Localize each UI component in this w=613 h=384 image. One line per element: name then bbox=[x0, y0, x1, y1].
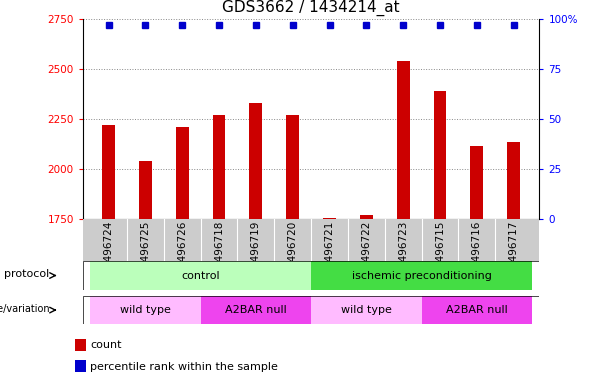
Bar bbox=[139, 161, 152, 219]
Bar bbox=[75, 360, 85, 372]
Bar bbox=[311, 296, 422, 324]
Text: GSM496719: GSM496719 bbox=[251, 221, 261, 285]
Text: A2BAR null: A2BAR null bbox=[446, 305, 508, 315]
Bar bbox=[176, 127, 189, 219]
Text: GSM496726: GSM496726 bbox=[177, 221, 187, 285]
Text: GSM496724: GSM496724 bbox=[104, 221, 113, 285]
Text: wild type: wild type bbox=[120, 305, 171, 315]
Text: GSM496718: GSM496718 bbox=[214, 221, 224, 285]
Bar bbox=[213, 115, 226, 219]
Text: GSM496717: GSM496717 bbox=[509, 221, 519, 285]
Bar bbox=[433, 91, 446, 219]
Text: GSM496722: GSM496722 bbox=[361, 221, 371, 285]
Bar bbox=[507, 142, 520, 219]
Bar bbox=[90, 296, 200, 324]
Bar bbox=[311, 261, 532, 290]
Text: protocol: protocol bbox=[4, 269, 50, 279]
Bar bbox=[249, 103, 262, 219]
Bar bbox=[102, 125, 115, 219]
Text: wild type: wild type bbox=[341, 305, 392, 315]
Text: genotype/variation: genotype/variation bbox=[0, 304, 50, 314]
Bar bbox=[75, 339, 85, 351]
Text: ischemic preconditioning: ischemic preconditioning bbox=[352, 270, 492, 281]
Bar bbox=[90, 261, 311, 290]
Text: GSM496720: GSM496720 bbox=[287, 221, 298, 284]
Text: GSM496723: GSM496723 bbox=[398, 221, 408, 285]
Title: GDS3662 / 1434214_at: GDS3662 / 1434214_at bbox=[223, 0, 400, 17]
Bar bbox=[470, 146, 483, 219]
Text: A2BAR null: A2BAR null bbox=[225, 305, 287, 315]
Bar bbox=[286, 115, 299, 219]
Text: control: control bbox=[181, 270, 220, 281]
Bar bbox=[200, 296, 311, 324]
Bar bbox=[323, 218, 336, 219]
Text: GSM496721: GSM496721 bbox=[324, 221, 335, 285]
Bar bbox=[360, 215, 373, 219]
Bar bbox=[422, 296, 532, 324]
Text: count: count bbox=[90, 341, 122, 351]
Text: GSM496715: GSM496715 bbox=[435, 221, 445, 285]
Text: GSM496716: GSM496716 bbox=[472, 221, 482, 285]
Text: percentile rank within the sample: percentile rank within the sample bbox=[90, 362, 278, 372]
Bar bbox=[397, 61, 409, 219]
Text: GSM496725: GSM496725 bbox=[140, 221, 150, 285]
